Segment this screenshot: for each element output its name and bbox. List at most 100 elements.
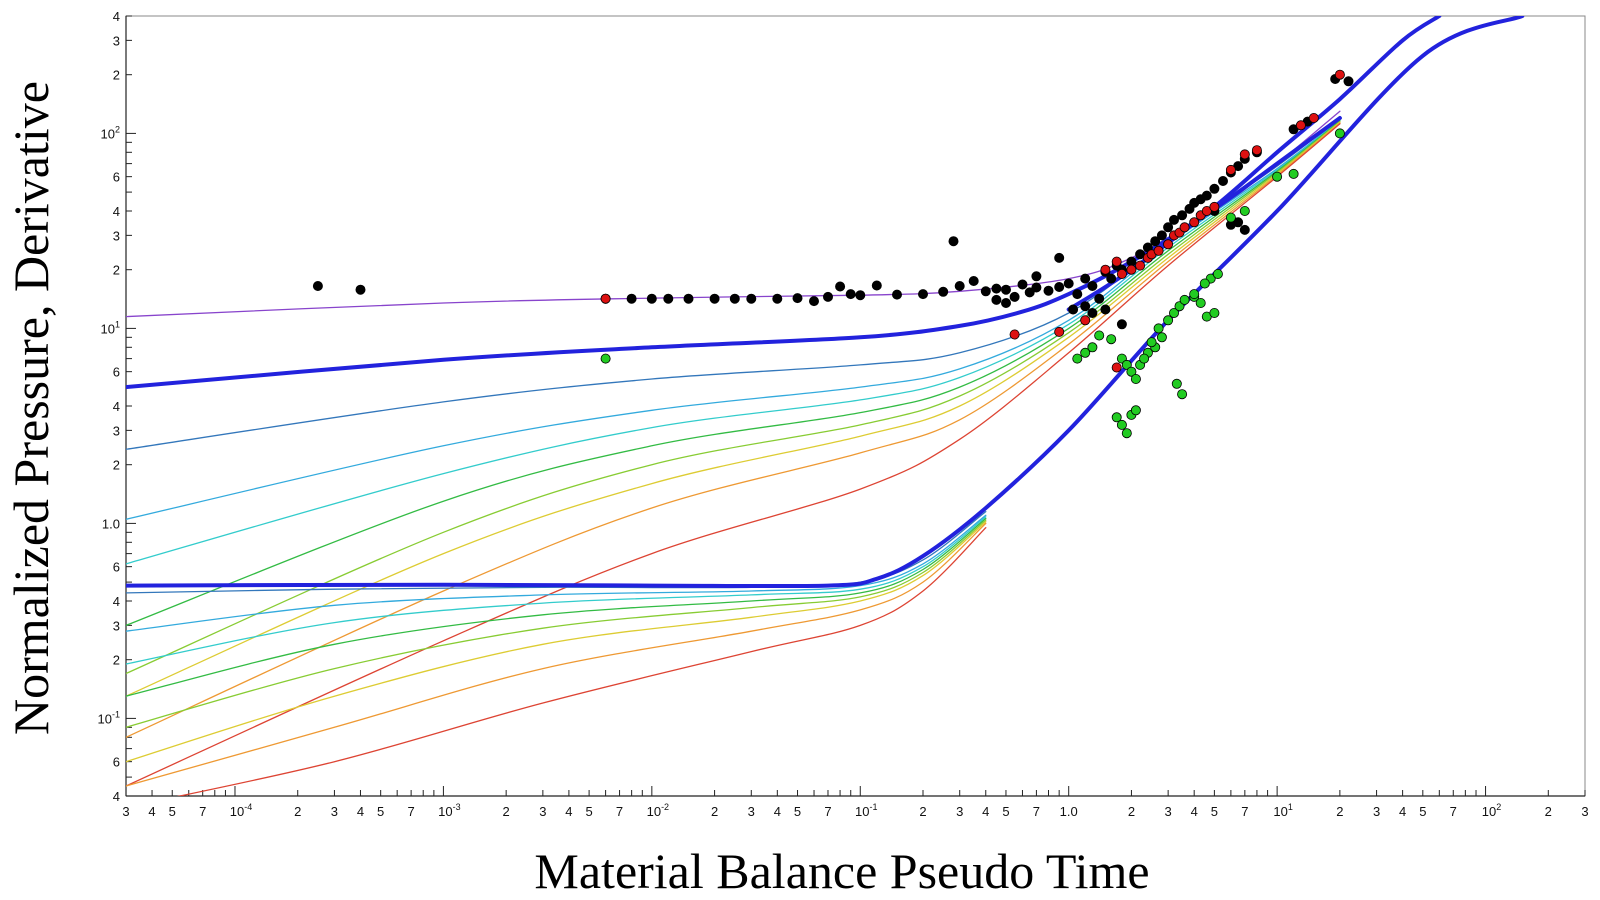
- derivative-point-red: [1239, 149, 1250, 160]
- derivative-point-green: [1106, 334, 1117, 345]
- pressure-point: [1001, 297, 1012, 308]
- derivative-curve-red: [176, 527, 987, 796]
- derivative-point-red: [1209, 201, 1220, 212]
- x-tick-label: 5: [794, 804, 801, 819]
- x-tick-label: 2: [503, 804, 510, 819]
- pressure-point: [1017, 279, 1028, 290]
- x-tick-label: 10-2: [647, 802, 669, 819]
- derivative-point-green: [600, 353, 611, 364]
- x-tick-label: 2: [1128, 804, 1135, 819]
- y-axis: 4 6 10-1 2 3 4 6 1.0 2 3 4 6 101 2 3 4 6 102 2 3 4: [98, 9, 136, 804]
- x-tick-label: 2: [1336, 804, 1343, 819]
- derivative-point-red: [1111, 256, 1122, 267]
- derivative-point-red: [1163, 239, 1174, 250]
- derivative-point-green: [1121, 359, 1132, 370]
- pressure-point: [938, 286, 949, 297]
- pressure-point: [1201, 190, 1212, 201]
- pressure-point: [1343, 76, 1354, 87]
- y-tick-label: 4: [113, 594, 120, 609]
- x-tick-label: 7: [616, 804, 623, 819]
- y-tick-label: 10-1: [98, 709, 120, 726]
- derivative-point-green: [1189, 289, 1200, 300]
- pressure-point: [980, 286, 991, 297]
- y-tick-label: 4: [113, 789, 120, 804]
- derivative-curve-skyblue: [126, 514, 987, 632]
- pressure-point: [663, 293, 674, 304]
- x-tick-label: 7: [408, 804, 415, 819]
- pressure-point: [892, 289, 903, 300]
- y-axis-title: Normalized Pressure, Derivative: [3, 81, 59, 735]
- derivative-point-red: [1225, 164, 1236, 175]
- derivative-point-red: [1308, 113, 1319, 124]
- x-tick-label: 101: [1273, 802, 1292, 819]
- x-tick-label: 102: [1482, 802, 1501, 819]
- x-tick-label: 3: [1581, 804, 1588, 819]
- derivative-point-green: [1272, 171, 1283, 182]
- x-tick-label: 5: [1211, 804, 1218, 819]
- data-points: [312, 69, 1354, 439]
- x-tick-label: 4: [565, 804, 572, 819]
- pressure-point: [1177, 210, 1188, 221]
- derivative-point-red: [1135, 260, 1146, 271]
- derivative-point-green: [1169, 307, 1180, 318]
- derivative-point-red: [1295, 120, 1306, 131]
- x-tick-label: 2: [1545, 804, 1552, 819]
- pressure-point: [1150, 236, 1161, 247]
- y-tick-label: 4: [113, 399, 120, 414]
- y-tick-label: 1.0: [102, 516, 120, 531]
- derivative-point-green: [1209, 307, 1220, 318]
- derivative-point-green: [1130, 373, 1141, 384]
- derivative-point-green: [1239, 205, 1250, 216]
- pressure-point: [746, 293, 757, 304]
- derivative-point-red: [1251, 145, 1262, 156]
- y-tick-label: 3: [113, 618, 120, 633]
- pressure-point: [1094, 293, 1105, 304]
- derivative-point-red: [600, 293, 611, 304]
- pressure-point: [968, 275, 979, 286]
- x-tick-label: 4: [357, 804, 364, 819]
- pressure-point: [683, 293, 694, 304]
- pressure-point: [626, 293, 637, 304]
- x-tick-label: 10-3: [438, 802, 460, 819]
- y-tick-label: 6: [113, 560, 120, 575]
- pressure-point: [823, 291, 834, 302]
- x-tick-label: 3: [1373, 804, 1380, 819]
- pressure-curve-skyblue: [126, 118, 1341, 520]
- y-tick-label: 101: [101, 319, 120, 336]
- pressure-point: [709, 293, 720, 304]
- derivative-point-green: [1156, 332, 1167, 343]
- x-tick-label: 5: [169, 804, 176, 819]
- x-tick-label: 5: [1419, 804, 1426, 819]
- pressure-point: [646, 293, 657, 304]
- derivative-point-green: [1130, 405, 1141, 416]
- y-tick-label: 6: [113, 365, 120, 380]
- y-tick-label: 6: [113, 755, 120, 770]
- x-tick-label: 4: [1399, 804, 1406, 819]
- derivative-point-green: [1212, 268, 1223, 279]
- derivative-point-red: [1334, 69, 1345, 80]
- pressure-point: [948, 236, 959, 247]
- x-tick-label: 7: [1450, 804, 1457, 819]
- x-tick-label: 3: [331, 804, 338, 819]
- x-tick-label: 7: [1241, 804, 1248, 819]
- y-tick-label: 3: [113, 228, 120, 243]
- y-tick-label: 4: [113, 9, 120, 24]
- y-tick-label: 6: [113, 170, 120, 185]
- pressure-point: [1163, 222, 1174, 233]
- pressure-point: [1043, 285, 1054, 296]
- x-tick-label: 5: [585, 804, 592, 819]
- derivative-point-red: [1111, 362, 1122, 373]
- x-tick-label: 3: [1165, 804, 1172, 819]
- derivative-curve-green: [126, 517, 987, 697]
- derivative-point-green: [1121, 428, 1132, 439]
- pressure-point: [871, 280, 882, 291]
- pressure-point: [1239, 224, 1250, 235]
- type-curves: [126, 16, 1525, 796]
- derivative-point-green: [1072, 353, 1083, 364]
- derivative-point-green: [1225, 212, 1236, 223]
- pressure-point: [1031, 282, 1042, 293]
- x-axis: 3 4 5 7 10-4 2 3 4 5 7 10-3 2 3 4 5 7 10-2 2 3 4 5 7 10-1 2 3 4 5 7…: [122, 786, 1589, 819]
- derivative-point-red: [1179, 222, 1190, 233]
- pressure-point: [1054, 281, 1065, 292]
